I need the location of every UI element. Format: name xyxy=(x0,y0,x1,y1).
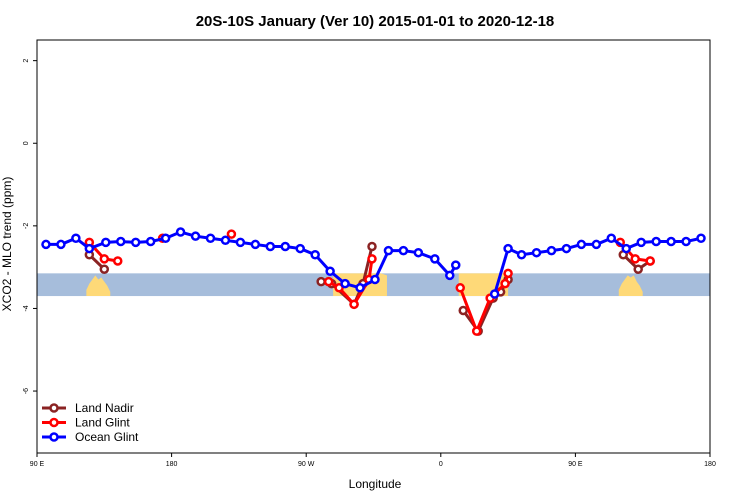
data-point-ocean-glint xyxy=(280,241,291,252)
data-point-ocean-glint xyxy=(383,245,394,256)
data-point-ocean-glint xyxy=(531,247,542,258)
data-point-ocean-glint xyxy=(160,233,171,243)
y-tick-label: 0 xyxy=(23,141,30,145)
x-tick-label: 180 xyxy=(704,461,716,468)
data-point-land-glint xyxy=(471,326,482,336)
y-tick-label: 2 xyxy=(23,59,30,63)
data-point-ocean-glint xyxy=(101,237,111,248)
x-tick-label: 90 E xyxy=(30,461,45,468)
data-point-ocean-glint xyxy=(591,239,602,250)
data-point-land-nadir xyxy=(633,264,643,274)
plot-frame xyxy=(36,39,711,454)
data-point-ocean-glint xyxy=(205,233,216,243)
data-point-land-nadir xyxy=(458,305,468,316)
data-point-ocean-glint xyxy=(398,245,409,256)
data-point-ocean-glint xyxy=(220,235,231,246)
data-point-land-glint xyxy=(367,254,377,264)
data-point-ocean-glint xyxy=(445,270,455,281)
y-tick-label: -6 xyxy=(23,388,30,394)
legend-marker-land-glint xyxy=(49,417,59,428)
data-point-ocean-glint xyxy=(413,247,424,258)
data-point-ocean-glint xyxy=(116,236,126,247)
data-point-land-glint xyxy=(334,283,344,293)
land-region-4 xyxy=(618,275,643,297)
data-point-land-glint xyxy=(113,256,123,266)
data-point-ocean-glint xyxy=(651,236,661,247)
data-point-ocean-glint xyxy=(666,236,676,247)
data-point-ocean-glint xyxy=(56,239,66,250)
data-point-ocean-glint xyxy=(235,237,246,248)
legend-label-ocean-glint: Ocean Glint xyxy=(75,430,139,444)
data-point-ocean-glint xyxy=(84,243,95,254)
data-point-ocean-glint xyxy=(621,243,631,254)
data-point-ocean-glint xyxy=(430,254,440,264)
data-point-ocean-glint xyxy=(355,283,365,293)
data-point-ocean-glint xyxy=(636,237,646,248)
data-point-ocean-glint xyxy=(696,233,706,243)
data-point-ocean-glint xyxy=(451,260,461,270)
y-axis-label: XCO2 - MLO trend (ppm) xyxy=(0,177,14,312)
data-point-ocean-glint xyxy=(71,233,81,243)
data-point-ocean-glint xyxy=(190,231,201,241)
x-axis-label: Longitude xyxy=(349,477,402,491)
data-point-ocean-glint xyxy=(130,237,141,248)
data-point-land-glint xyxy=(503,268,513,279)
data-point-ocean-glint xyxy=(546,245,557,256)
data-point-land-glint xyxy=(323,276,334,287)
data-point-ocean-glint xyxy=(41,239,51,250)
data-point-land-glint xyxy=(455,283,465,293)
data-point-land-glint xyxy=(226,229,237,239)
land-region-1 xyxy=(86,275,111,297)
data-point-ocean-glint xyxy=(145,236,156,247)
chart-title: 20S-10S January (Ver 10) 2015-01-01 to 2… xyxy=(196,13,555,30)
data-point-ocean-glint xyxy=(340,278,350,289)
y-tick-label: -4 xyxy=(23,305,30,311)
legend-label-land-glint: Land Glint xyxy=(75,416,130,430)
x-tick-label: 180 xyxy=(166,461,178,468)
series-layer xyxy=(41,227,706,336)
y-tick-label: -2 xyxy=(23,223,30,229)
data-point-land-glint xyxy=(349,299,359,310)
data-point-ocean-glint xyxy=(370,274,380,285)
series-ocean-glint xyxy=(41,227,706,299)
data-point-land-nadir xyxy=(99,264,110,274)
data-point-land-glint xyxy=(630,254,640,264)
data-point-land-nadir xyxy=(367,241,377,252)
data-point-ocean-glint xyxy=(489,289,500,299)
x-tick-label: 0 xyxy=(439,461,443,468)
data-point-ocean-glint xyxy=(576,239,587,250)
data-point-ocean-glint xyxy=(681,236,691,247)
data-point-ocean-glint xyxy=(561,243,572,254)
data-point-ocean-glint xyxy=(295,243,305,254)
data-point-land-glint xyxy=(645,256,655,266)
data-point-ocean-glint xyxy=(175,227,186,237)
data-point-land-glint xyxy=(99,254,110,264)
legend-label-land-nadir: Land Nadir xyxy=(75,401,134,415)
legend-marker-ocean-glint xyxy=(49,432,59,442)
data-point-land-nadir xyxy=(316,276,326,287)
legend-marker-land-nadir xyxy=(49,403,59,413)
data-point-ocean-glint xyxy=(503,243,513,254)
x-tick-label: 90 E xyxy=(568,461,583,468)
data-point-ocean-glint xyxy=(265,241,276,252)
data-point-ocean-glint xyxy=(606,233,617,243)
data-point-ocean-glint xyxy=(310,250,320,260)
data-point-land-glint xyxy=(500,278,510,289)
data-point-ocean-glint xyxy=(325,266,335,277)
data-point-ocean-glint xyxy=(250,239,261,250)
data-point-ocean-glint xyxy=(516,250,527,260)
axes-layer: 90 E 180 90 W 0 90 E 180 2 0 -2 -4 -6 xyxy=(23,59,716,468)
x-tick-label: 90 W xyxy=(298,461,315,468)
